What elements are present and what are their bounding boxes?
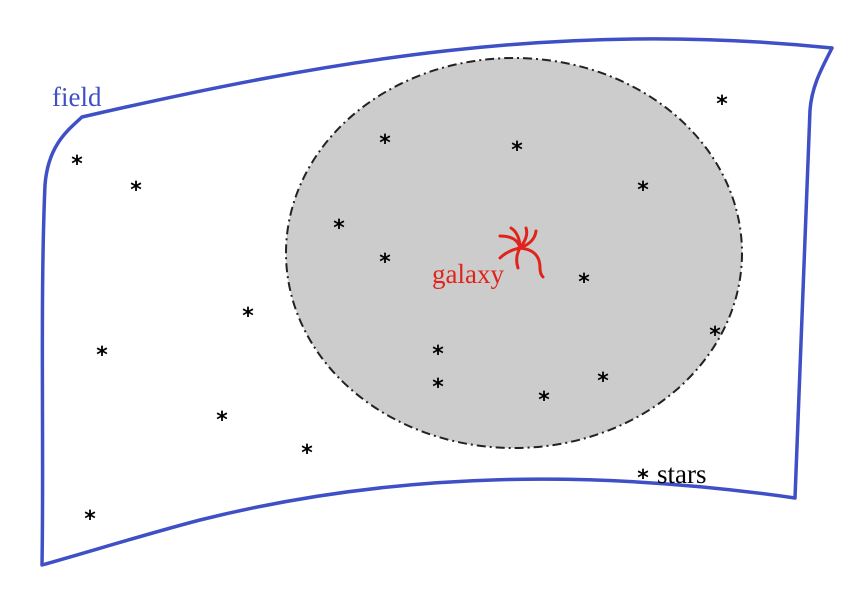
star-icon: * (216, 408, 228, 433)
star-icon: * (578, 270, 590, 295)
stars-layer: * * * * * * * * * * * * * * * * * * * * (71, 92, 728, 532)
star-icon: * (637, 466, 649, 491)
star-icon: * (538, 388, 550, 413)
stars-label: stars (657, 459, 707, 489)
star-icon: * (379, 250, 391, 275)
star-icon: * (71, 152, 83, 177)
star-icon: * (242, 304, 254, 329)
star-icon: * (432, 375, 444, 400)
galaxy-label: galaxy (432, 259, 504, 289)
star-icon: * (709, 323, 721, 348)
star-icon: * (333, 216, 345, 241)
star-icon: * (432, 342, 444, 367)
star-icon: * (637, 178, 649, 203)
galaxy-arm (498, 234, 522, 250)
galaxy-icon (498, 226, 545, 279)
star-icon: * (96, 343, 108, 368)
field-label: field (52, 82, 102, 112)
star-icon: * (130, 178, 142, 203)
star-icon: * (716, 92, 728, 117)
star-icon: * (84, 507, 96, 532)
galaxy-arm (515, 246, 522, 270)
galaxy-arm (518, 246, 545, 279)
star-icon: * (511, 138, 523, 163)
star-icon: * (379, 131, 391, 156)
galaxy-arm (498, 246, 522, 260)
galaxy-halo (285, 57, 743, 449)
star-icon: * (597, 369, 609, 394)
galaxy-arm (518, 226, 529, 250)
field-sheet (40, 37, 834, 567)
star-icon: * (301, 441, 313, 466)
